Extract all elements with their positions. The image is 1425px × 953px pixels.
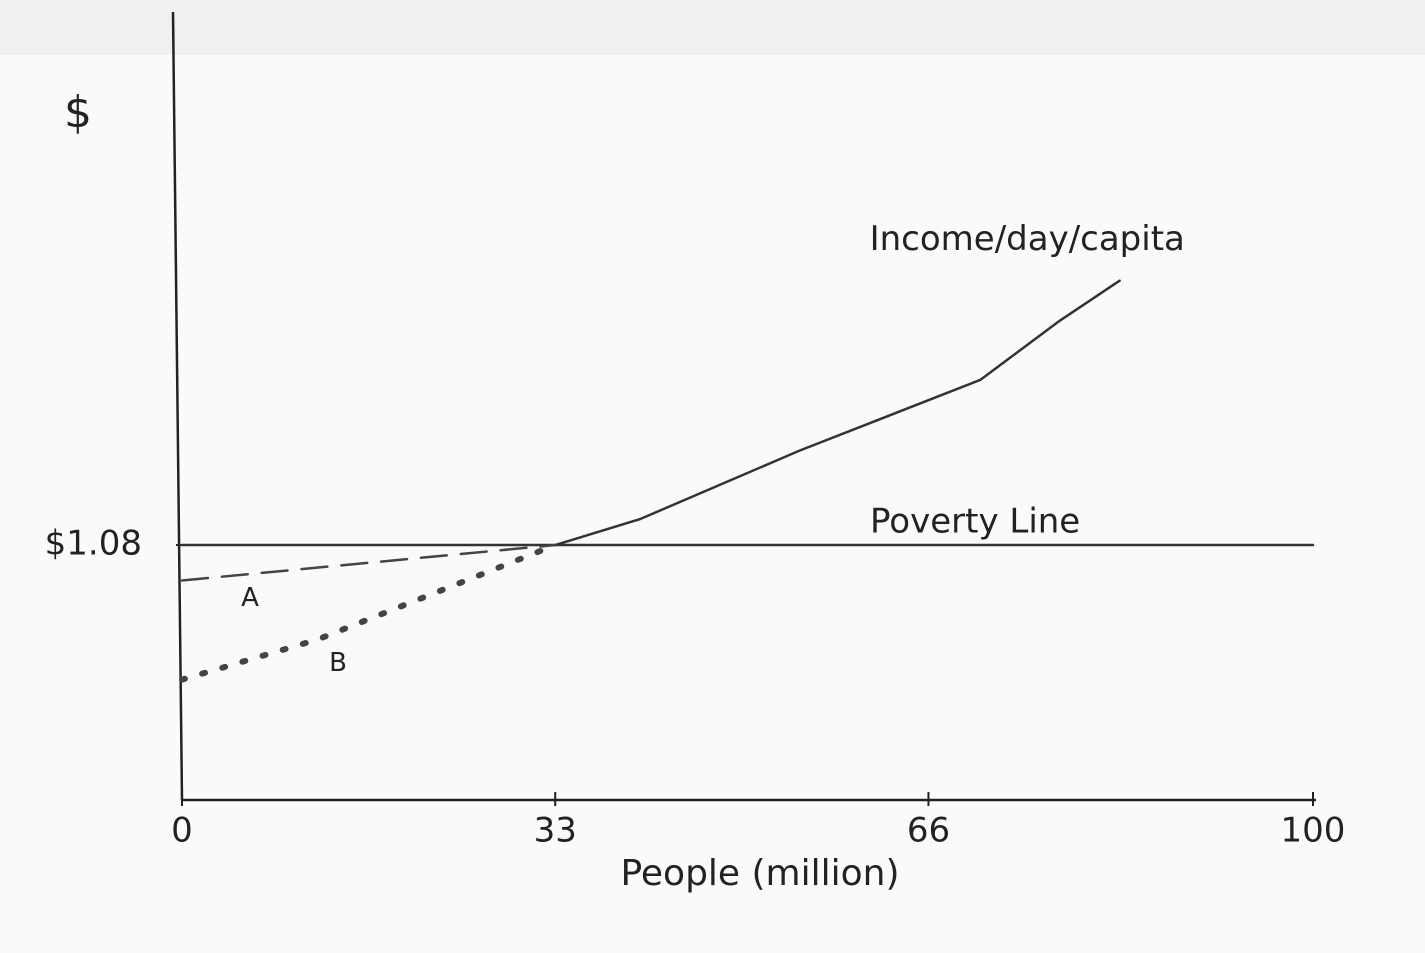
x-tick-label: 0 xyxy=(171,811,193,851)
x-tick-label: 100 xyxy=(1281,811,1346,851)
y-tick-label: $1.08 xyxy=(45,524,142,564)
series-label: Income/day/capita xyxy=(870,219,1185,259)
series-line xyxy=(553,279,1121,547)
series-line xyxy=(180,543,557,582)
series-label: B xyxy=(329,648,347,678)
series-label: A xyxy=(241,583,259,613)
scan-band xyxy=(0,0,1425,55)
x-axis-label: People (million) xyxy=(620,853,899,894)
series-line xyxy=(179,542,559,683)
x-tick-label: 33 xyxy=(534,811,577,851)
y-axis-label: $ xyxy=(64,87,92,138)
series-label: Poverty Line xyxy=(870,502,1080,542)
x-tick-label: 66 xyxy=(907,811,950,851)
y-axis xyxy=(171,11,184,801)
